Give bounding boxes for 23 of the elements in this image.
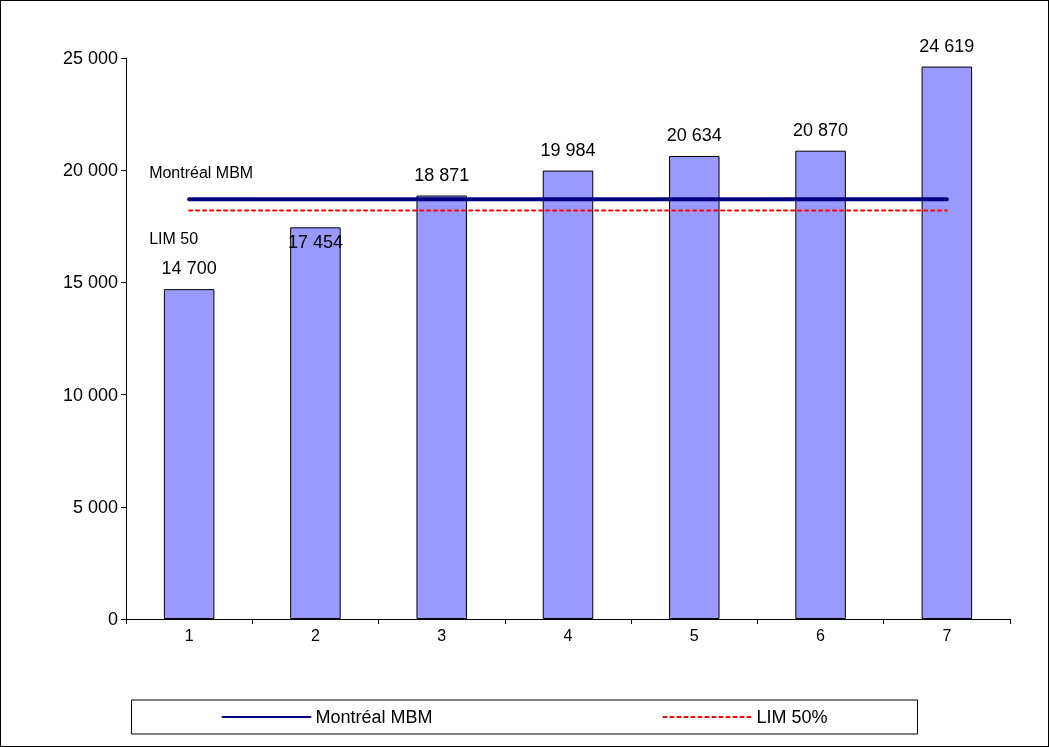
annotation: LIM 50 xyxy=(149,230,199,248)
x-tick-label: 7 xyxy=(942,626,952,644)
legend-label: LIM 50% xyxy=(756,707,828,727)
y-tick-label: 5 000 xyxy=(72,496,118,517)
y-tick-label: 10 000 xyxy=(62,384,118,405)
x-tick-label: 6 xyxy=(816,626,826,644)
annotation: Montréal MBM xyxy=(149,163,254,181)
data-label: 19 984 xyxy=(540,139,596,160)
data-label: 20 870 xyxy=(793,119,849,140)
legend-label: Montréal MBM xyxy=(315,707,433,727)
y-tick-label: 25 000 xyxy=(62,48,118,68)
x-tick-label: 2 xyxy=(310,626,320,644)
y-tick-label: 20 000 xyxy=(62,160,118,181)
y-tick-label: 15 000 xyxy=(62,272,118,293)
data-label: 24 619 xyxy=(919,35,975,56)
y-tick-label: 0 xyxy=(107,609,118,629)
x-tick-label: 4 xyxy=(563,626,573,644)
x-tick-label: 3 xyxy=(437,626,447,644)
x-tick-label: 1 xyxy=(184,626,194,644)
data-label: 18 871 xyxy=(414,164,470,185)
data-label: 14 700 xyxy=(161,258,217,279)
x-tick-label: 5 xyxy=(689,626,699,644)
data-label: 20 634 xyxy=(666,124,722,145)
